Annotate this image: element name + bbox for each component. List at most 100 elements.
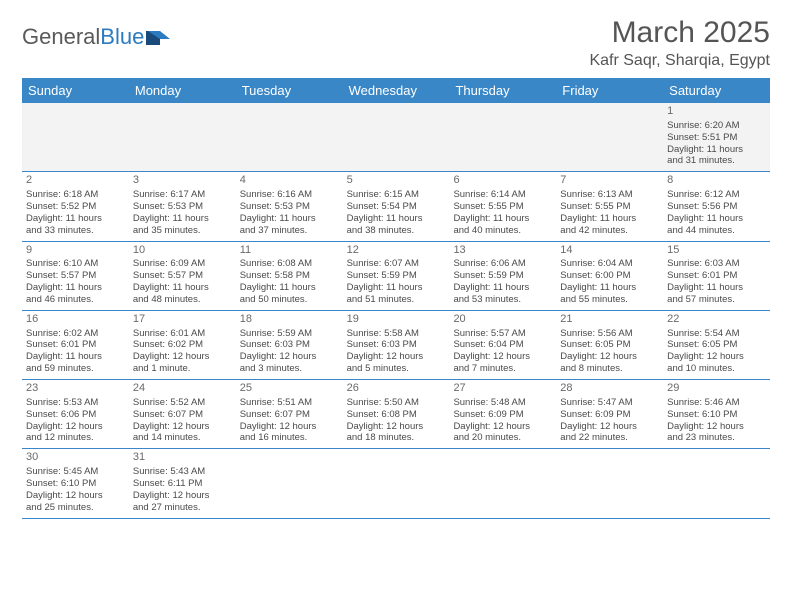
sunset-text: Sunset: 6:04 PM: [453, 339, 552, 351]
day-number: 3: [133, 174, 232, 188]
week-row: 9Sunrise: 6:10 AMSunset: 5:57 PMDaylight…: [22, 242, 770, 311]
day-cell: 21Sunrise: 5:56 AMSunset: 6:05 PMDayligh…: [556, 311, 663, 379]
day-header-row: Sunday Monday Tuesday Wednesday Thursday…: [22, 78, 770, 103]
sunrise-text: Sunrise: 6:20 AM: [667, 120, 766, 132]
daylight-text: and 40 minutes.: [453, 225, 552, 237]
day-cell: [663, 449, 770, 517]
sunset-text: Sunset: 6:10 PM: [26, 478, 125, 490]
daylight-text: and 50 minutes.: [240, 294, 339, 306]
sunset-text: Sunset: 6:09 PM: [453, 409, 552, 421]
daylight-text: and 55 minutes.: [560, 294, 659, 306]
calendar: Sunday Monday Tuesday Wednesday Thursday…: [22, 78, 770, 519]
sunrise-text: Sunrise: 5:46 AM: [667, 397, 766, 409]
sunrise-text: Sunrise: 6:12 AM: [667, 189, 766, 201]
sunset-text: Sunset: 5:55 PM: [453, 201, 552, 213]
daylight-text: and 42 minutes.: [560, 225, 659, 237]
daylight-text: and 8 minutes.: [560, 363, 659, 375]
sunset-text: Sunset: 6:01 PM: [26, 339, 125, 351]
sunrise-text: Sunrise: 6:07 AM: [347, 258, 446, 270]
sunrise-text: Sunrise: 5:45 AM: [26, 466, 125, 478]
daylight-text: and 18 minutes.: [347, 432, 446, 444]
day-number: 15: [667, 244, 766, 258]
day-number: 19: [347, 313, 446, 327]
day-cell: [343, 449, 450, 517]
daylight-text: Daylight: 12 hours: [133, 421, 232, 433]
daylight-text: Daylight: 11 hours: [26, 351, 125, 363]
daylight-text: Daylight: 12 hours: [667, 351, 766, 363]
sunset-text: Sunset: 5:57 PM: [26, 270, 125, 282]
day-cell: 28Sunrise: 5:47 AMSunset: 6:09 PMDayligh…: [556, 380, 663, 448]
sunset-text: Sunset: 6:09 PM: [560, 409, 659, 421]
daylight-text: and 14 minutes.: [133, 432, 232, 444]
day-cell: 16Sunrise: 6:02 AMSunset: 6:01 PMDayligh…: [22, 311, 129, 379]
daylight-text: Daylight: 11 hours: [667, 213, 766, 225]
day-number: 20: [453, 313, 552, 327]
day-cell: 22Sunrise: 5:54 AMSunset: 6:05 PMDayligh…: [663, 311, 770, 379]
sunrise-text: Sunrise: 6:06 AM: [453, 258, 552, 270]
day-cell: 11Sunrise: 6:08 AMSunset: 5:58 PMDayligh…: [236, 242, 343, 310]
day-cell: 25Sunrise: 5:51 AMSunset: 6:07 PMDayligh…: [236, 380, 343, 448]
day-number: 5: [347, 174, 446, 188]
sunrise-text: Sunrise: 5:51 AM: [240, 397, 339, 409]
day-number: 4: [240, 174, 339, 188]
daylight-text: and 20 minutes.: [453, 432, 552, 444]
day-number: 24: [133, 382, 232, 396]
day-cell: [236, 103, 343, 171]
header: GeneralBlue March 2025 Kafr Saqr, Sharqi…: [22, 16, 770, 70]
day-number: 9: [26, 244, 125, 258]
sunset-text: Sunset: 6:05 PM: [667, 339, 766, 351]
daylight-text: and 25 minutes.: [26, 502, 125, 514]
sunset-text: Sunset: 5:52 PM: [26, 201, 125, 213]
sunrise-text: Sunrise: 5:48 AM: [453, 397, 552, 409]
sunset-text: Sunset: 5:51 PM: [667, 132, 766, 144]
brand-flag-icon: [146, 27, 174, 47]
sunset-text: Sunset: 6:01 PM: [667, 270, 766, 282]
daylight-text: Daylight: 12 hours: [560, 351, 659, 363]
day-number: 1: [667, 105, 766, 119]
day-cell: 24Sunrise: 5:52 AMSunset: 6:07 PMDayligh…: [129, 380, 236, 448]
day-header-thu: Thursday: [449, 78, 556, 103]
day-cell: 27Sunrise: 5:48 AMSunset: 6:09 PMDayligh…: [449, 380, 556, 448]
day-cell: 9Sunrise: 6:10 AMSunset: 5:57 PMDaylight…: [22, 242, 129, 310]
day-cell: 8Sunrise: 6:12 AMSunset: 5:56 PMDaylight…: [663, 172, 770, 240]
sunset-text: Sunset: 6:03 PM: [347, 339, 446, 351]
daylight-text: and 48 minutes.: [133, 294, 232, 306]
daylight-text: Daylight: 12 hours: [667, 421, 766, 433]
daylight-text: Daylight: 11 hours: [240, 282, 339, 294]
day-cell: 17Sunrise: 6:01 AMSunset: 6:02 PMDayligh…: [129, 311, 236, 379]
sunrise-text: Sunrise: 6:16 AM: [240, 189, 339, 201]
daylight-text: and 22 minutes.: [560, 432, 659, 444]
day-number: 10: [133, 244, 232, 258]
day-cell: 23Sunrise: 5:53 AMSunset: 6:06 PMDayligh…: [22, 380, 129, 448]
month-title: March 2025: [589, 16, 770, 50]
daylight-text: Daylight: 12 hours: [133, 351, 232, 363]
daylight-text: Daylight: 12 hours: [453, 351, 552, 363]
day-cell: 12Sunrise: 6:07 AMSunset: 5:59 PMDayligh…: [343, 242, 450, 310]
sunrise-text: Sunrise: 6:02 AM: [26, 328, 125, 340]
sunset-text: Sunset: 5:59 PM: [453, 270, 552, 282]
sunset-text: Sunset: 6:08 PM: [347, 409, 446, 421]
day-cell: 10Sunrise: 6:09 AMSunset: 5:57 PMDayligh…: [129, 242, 236, 310]
day-cell: 20Sunrise: 5:57 AMSunset: 6:04 PMDayligh…: [449, 311, 556, 379]
day-cell: [129, 103, 236, 171]
daylight-text: Daylight: 12 hours: [26, 421, 125, 433]
daylight-text: Daylight: 11 hours: [453, 282, 552, 294]
daylight-text: and 51 minutes.: [347, 294, 446, 306]
daylight-text: Daylight: 11 hours: [347, 282, 446, 294]
daylight-text: Daylight: 11 hours: [453, 213, 552, 225]
sunrise-text: Sunrise: 5:57 AM: [453, 328, 552, 340]
day-cell: 31Sunrise: 5:43 AMSunset: 6:11 PMDayligh…: [129, 449, 236, 517]
daylight-text: and 37 minutes.: [240, 225, 339, 237]
sunrise-text: Sunrise: 6:10 AM: [26, 258, 125, 270]
week-row: 16Sunrise: 6:02 AMSunset: 6:01 PMDayligh…: [22, 311, 770, 380]
day-cell: 3Sunrise: 6:17 AMSunset: 5:53 PMDaylight…: [129, 172, 236, 240]
day-cell: 1Sunrise: 6:20 AMSunset: 5:51 PMDaylight…: [663, 103, 770, 171]
sunset-text: Sunset: 5:57 PM: [133, 270, 232, 282]
day-header-tue: Tuesday: [236, 78, 343, 103]
day-number: 29: [667, 382, 766, 396]
sunset-text: Sunset: 6:00 PM: [560, 270, 659, 282]
day-cell: 2Sunrise: 6:18 AMSunset: 5:52 PMDaylight…: [22, 172, 129, 240]
sunrise-text: Sunrise: 5:47 AM: [560, 397, 659, 409]
day-number: 6: [453, 174, 552, 188]
day-cell: 13Sunrise: 6:06 AMSunset: 5:59 PMDayligh…: [449, 242, 556, 310]
